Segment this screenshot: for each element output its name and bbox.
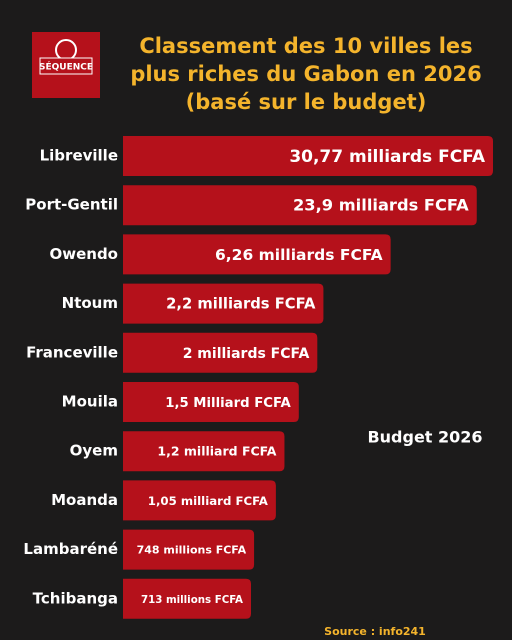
source: Source : info241 bbox=[324, 625, 426, 638]
value-label: 6,26 milliards FCFA bbox=[215, 246, 383, 264]
category-label: Libreville bbox=[40, 147, 118, 165]
value-label: 2 milliards FCFA bbox=[183, 346, 310, 362]
category-label: Mouila bbox=[62, 393, 118, 411]
value-label: 1,05 milliard FCFA bbox=[148, 494, 269, 508]
category-label: Moanda bbox=[51, 491, 118, 509]
logo-band bbox=[39, 57, 93, 75]
value-label: 1,5 Milliard FCFA bbox=[165, 396, 291, 411]
category-label: Port-Gentil bbox=[25, 196, 118, 214]
value-label: 23,9 milliards FCFA bbox=[293, 196, 469, 215]
bar bbox=[123, 578, 251, 619]
bar bbox=[123, 136, 493, 176]
category-label: Ntoum bbox=[62, 294, 118, 312]
bar bbox=[123, 332, 318, 373]
category-label: Lambaréné bbox=[23, 540, 118, 558]
bar bbox=[123, 431, 285, 472]
bar bbox=[123, 234, 391, 275]
chart-title: (basé sur le budget) bbox=[186, 90, 427, 114]
legend-label: Budget 2026 bbox=[367, 428, 482, 447]
value-label: 713 millions FCFA bbox=[141, 594, 243, 606]
logo-text: SÉQUENCE bbox=[39, 61, 93, 73]
bar bbox=[123, 382, 299, 422]
chart-title: plus riches du Gabon en 2026 bbox=[130, 62, 481, 86]
value-label: 748 millions FCFA bbox=[137, 544, 247, 557]
category-label: Franceville bbox=[26, 343, 118, 361]
value-label: 2,2 milliards FCFA bbox=[166, 296, 316, 313]
bar bbox=[123, 529, 255, 570]
category-label: Owendo bbox=[49, 245, 118, 263]
bar bbox=[123, 480, 276, 521]
chart-title: Classement des 10 villes les bbox=[139, 34, 472, 58]
value-label: 1,2 milliard FCFA bbox=[157, 444, 276, 459]
category-label: Tchibanga bbox=[33, 589, 118, 607]
category-label: Oyem bbox=[70, 442, 118, 460]
bar bbox=[123, 283, 324, 324]
value-label: 30,77 milliards FCFA bbox=[289, 147, 486, 167]
bar bbox=[123, 185, 477, 226]
